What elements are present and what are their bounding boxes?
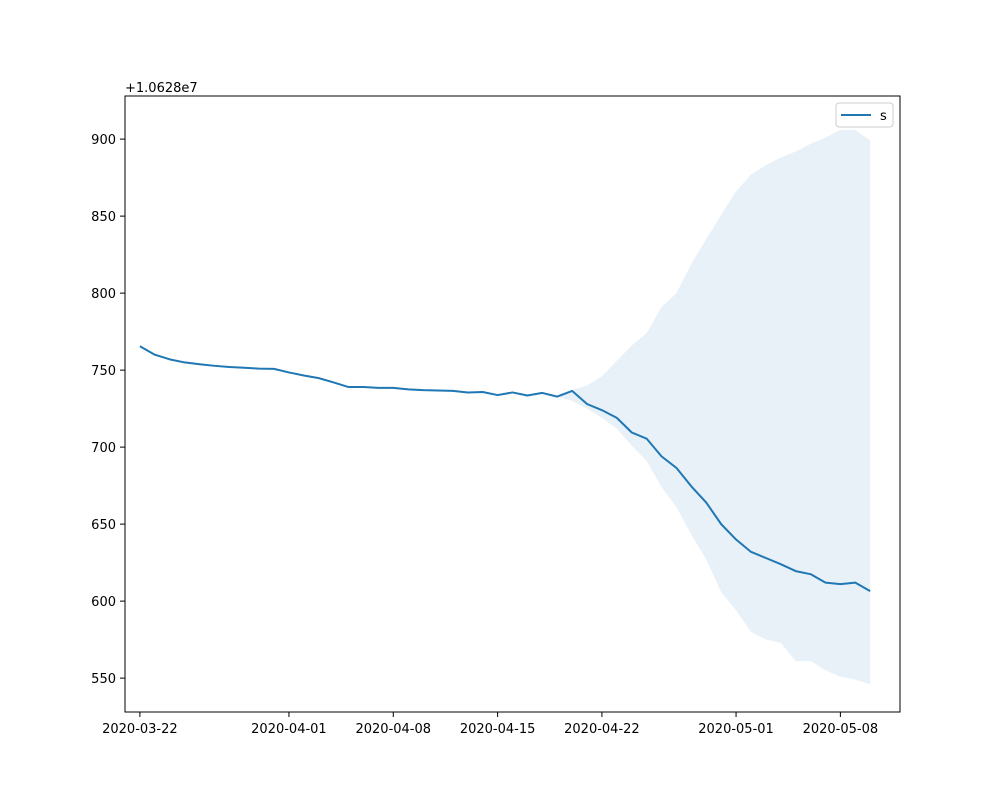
x-axis: 2020-03-22 2020-04-01 2020-04-08 2020-04-15… xyxy=(102,712,878,737)
plot-frame xyxy=(124,95,901,713)
x-tick-label: 2020-04-08 xyxy=(355,722,431,737)
y-tick-label: 600 xyxy=(91,595,116,610)
x-tick-label: 2020-04-15 xyxy=(460,722,536,737)
y-tick-label: 650 xyxy=(91,518,116,533)
y-tick-label: 900 xyxy=(91,133,116,148)
x-tick-label: 2020-05-01 xyxy=(698,722,774,737)
y-tick-label: 850 xyxy=(91,210,116,225)
series-line-s xyxy=(139,345,871,592)
x-tick-label: 2020-03-22 xyxy=(102,722,178,737)
confidence-band-layer xyxy=(557,129,871,685)
x-tick-label: 2020-04-01 xyxy=(251,722,327,737)
x-tick-label: 2020-04-22 xyxy=(564,722,640,737)
legend-label: s xyxy=(880,109,887,124)
y-tick-label: 550 xyxy=(91,672,116,687)
y-tick-label: 750 xyxy=(91,364,116,379)
y-axis: 550 600 650 700 750 800 850 900 xyxy=(91,133,125,687)
y-tick-label: 800 xyxy=(91,287,116,302)
y-tick-label: 700 xyxy=(91,441,116,456)
x-tick-label: 2020-05-08 xyxy=(803,722,879,737)
confidence-band xyxy=(557,129,871,685)
y-offset-label: +1.0628e7 xyxy=(125,81,198,96)
legend[interactable]: s xyxy=(835,102,894,128)
series-line-layer xyxy=(139,345,871,592)
